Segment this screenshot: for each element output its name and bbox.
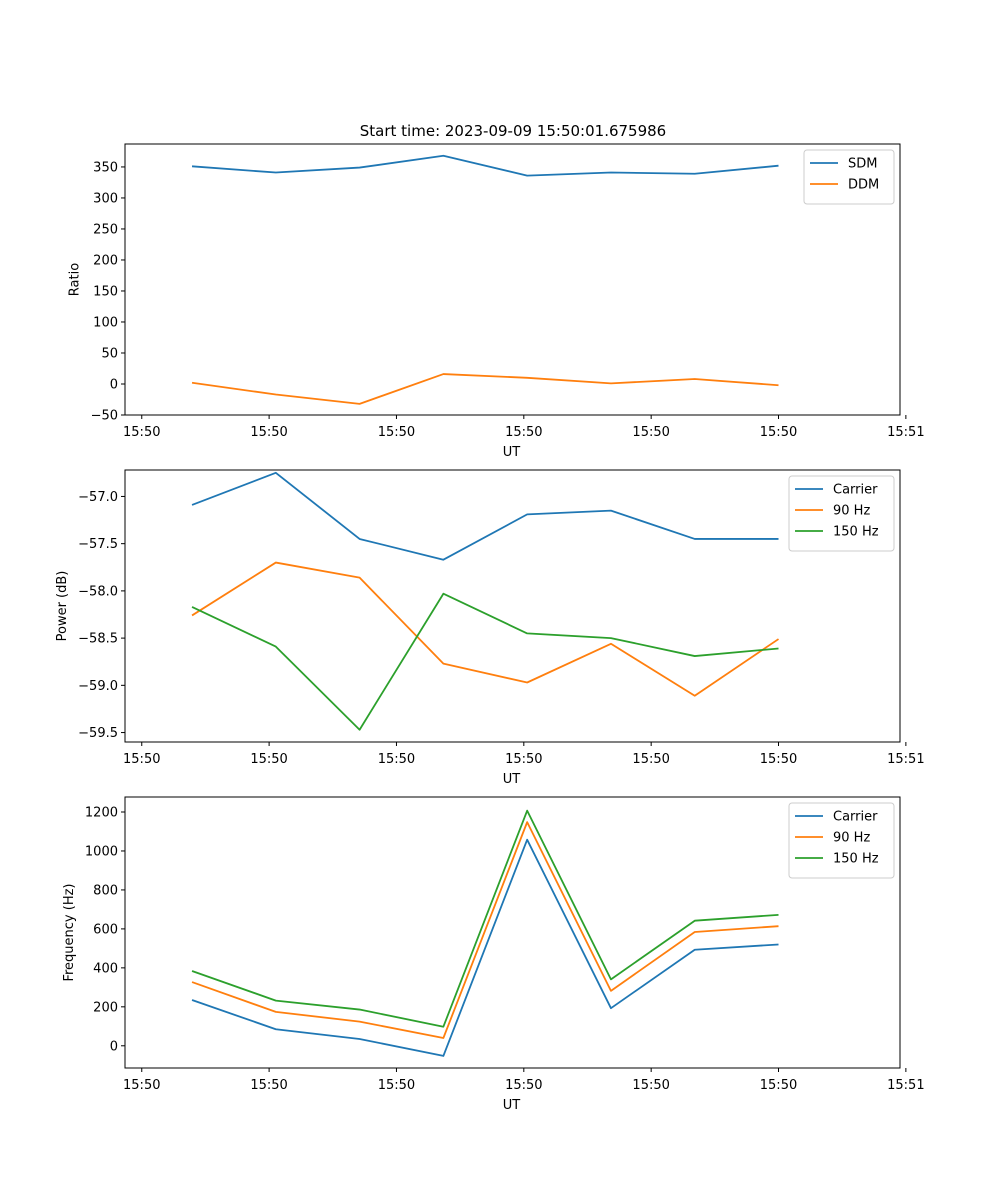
series-line-sdm bbox=[191, 154, 779, 177]
x-axis-label: UT bbox=[503, 1098, 521, 1113]
series-line-carrier bbox=[191, 471, 779, 561]
x-tick-label: 15:50 bbox=[505, 425, 542, 440]
series-line-150-hz bbox=[191, 592, 779, 731]
y-tick-label: −50 bbox=[91, 409, 118, 424]
x-axis-label: UT bbox=[503, 772, 521, 787]
legend-box bbox=[788, 475, 895, 552]
x-tick-label: 15:50 bbox=[760, 425, 797, 440]
legend-label: 150 Hz bbox=[833, 852, 879, 867]
x-tick-label: 15:50 bbox=[250, 752, 287, 767]
axes-frame bbox=[124, 796, 901, 1069]
legend: Carrier 90 Hz 150 Hz bbox=[788, 802, 895, 879]
legend: SDM DDM bbox=[803, 149, 895, 205]
x-tick-label: 15:50 bbox=[123, 425, 160, 440]
legend-label: 90 Hz bbox=[833, 831, 870, 846]
x-tick-label: 15:50 bbox=[123, 1078, 160, 1093]
legend: Carrier 90 Hz 150 Hz bbox=[788, 475, 895, 552]
x-tick-label: 15:50 bbox=[760, 752, 797, 767]
y-tick-label: 1000 bbox=[85, 844, 118, 859]
y-tick-label: 350 bbox=[93, 160, 118, 175]
x-tick-label: 15:51 bbox=[887, 425, 924, 440]
legend-label: Carrier bbox=[833, 483, 878, 498]
legend-box bbox=[788, 802, 895, 879]
y-tick-label: 600 bbox=[93, 922, 118, 937]
y-axis-label: Ratio bbox=[68, 263, 83, 296]
x-tick-label: 15:50 bbox=[250, 1078, 287, 1093]
x-tick-label: 15:50 bbox=[378, 752, 415, 767]
axes-frame bbox=[124, 143, 901, 416]
series-line-150-hz bbox=[191, 809, 779, 1028]
frequency-panel: 15:50 15:50 15:50 15:50 15:50 15:50 15:51 0 200 4… bbox=[62, 796, 925, 1113]
x-tick-label: 15:50 bbox=[505, 1078, 542, 1093]
x-axis-label: UT bbox=[503, 445, 521, 460]
series-line-90-hz bbox=[191, 821, 779, 1039]
y-tick-label: 200 bbox=[93, 253, 118, 268]
figure-title: Start time: 2023-09-09 15:50:01.675986 bbox=[360, 122, 666, 140]
series-lines bbox=[191, 154, 779, 405]
x-tick-label: 15:50 bbox=[250, 425, 287, 440]
x-tick-label: 15:50 bbox=[378, 1078, 415, 1093]
x-tick-label: 15:51 bbox=[887, 1078, 924, 1093]
y-tick-label: 50 bbox=[101, 346, 118, 361]
series-line-ddm bbox=[191, 373, 779, 405]
series-lines bbox=[191, 471, 780, 731]
y-tick-label: 0 bbox=[110, 377, 118, 392]
y-tick-label: 200 bbox=[93, 1000, 118, 1015]
y-tick-label: 0 bbox=[110, 1039, 118, 1054]
y-tick-label: 800 bbox=[93, 883, 118, 898]
legend-label: DDM bbox=[848, 178, 879, 193]
y-tick-label: −57.5 bbox=[78, 537, 118, 552]
axes-frame bbox=[124, 469, 901, 743]
series-line-90-hz bbox=[191, 561, 780, 697]
power-panel: 15:50 15:50 15:50 15:50 15:50 15:50 15:51 −59.5… bbox=[55, 469, 925, 787]
y-tick-label: 400 bbox=[93, 961, 118, 976]
series-lines bbox=[191, 809, 779, 1057]
ratio-panel: 15:50 15:50 15:50 15:50 15:50 15:50 15:51 −50 0 5… bbox=[68, 143, 925, 460]
y-tick-label: −58.0 bbox=[78, 584, 118, 599]
x-tick-label: 15:50 bbox=[378, 425, 415, 440]
legend-label: 150 Hz bbox=[833, 525, 879, 540]
x-tick-label: 15:50 bbox=[632, 1078, 669, 1093]
legend-label: 90 Hz bbox=[833, 504, 870, 519]
y-tick-label: 100 bbox=[93, 315, 118, 330]
legend-label: Carrier bbox=[833, 810, 878, 825]
x-tick-label: 15:50 bbox=[632, 752, 669, 767]
y-tick-label: 250 bbox=[93, 222, 118, 237]
x-tick-label: 15:50 bbox=[123, 752, 160, 767]
x-tick-label: 15:50 bbox=[760, 1078, 797, 1093]
y-axis-label: Frequency (Hz) bbox=[62, 883, 77, 981]
series-line-carrier bbox=[191, 838, 779, 1057]
legend-label: SDM bbox=[848, 157, 877, 172]
y-tick-label: 150 bbox=[93, 284, 118, 299]
y-tick-label: −58.5 bbox=[78, 632, 118, 647]
x-tick-label: 15:50 bbox=[632, 425, 669, 440]
x-tick-label: 15:50 bbox=[505, 752, 542, 767]
x-tick-label: 15:51 bbox=[887, 752, 924, 767]
y-tick-label: −57.0 bbox=[78, 490, 118, 505]
y-tick-label: 1200 bbox=[85, 806, 118, 821]
y-tick-label: −59.0 bbox=[78, 679, 118, 694]
y-tick-label: 300 bbox=[93, 191, 118, 206]
y-tick-label: −59.5 bbox=[78, 726, 118, 741]
y-axis-label: Power (dB) bbox=[55, 571, 70, 642]
